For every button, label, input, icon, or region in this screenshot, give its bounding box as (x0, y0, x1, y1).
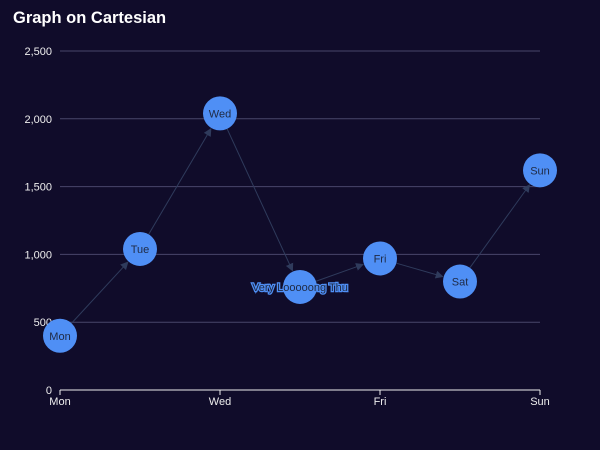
graph-edge (148, 128, 212, 235)
graph-edge (315, 263, 364, 282)
edge-layer (71, 128, 531, 324)
node-layer: Mon Tue Wed Very Looooong Thu Fri Sat Sun (43, 96, 557, 353)
graph-node[interactable] (363, 241, 397, 276)
grid-layer (60, 50, 540, 323)
graph-node[interactable] (123, 231, 157, 266)
graph-node-label: Sun (530, 165, 550, 177)
graph-node-label: Tue (131, 244, 150, 256)
graph-node[interactable] (443, 264, 477, 299)
graph-edge (396, 262, 444, 279)
graph-node-label: Fri (374, 253, 387, 265)
graph-edge (71, 261, 129, 324)
y-tick-label: 1,500 (24, 182, 52, 194)
y-tick-label: 2,500 (24, 46, 52, 58)
graph-node-label: Mon (49, 331, 70, 343)
x-tick-label: Wed (209, 396, 231, 408)
x-tick-label: Mon (49, 396, 70, 408)
y-tick-label: 1,000 (24, 249, 52, 261)
graph-node-label: Sat (452, 277, 469, 289)
graph-node[interactable] (43, 318, 77, 353)
y-tick-label: 2,000 (24, 114, 52, 126)
graph-node[interactable] (283, 269, 317, 304)
graph-node[interactable] (523, 153, 557, 188)
graph-node-label: Very Looooong Thu (252, 282, 348, 294)
graph-edge (226, 128, 294, 272)
y-tick-label: 0 (46, 385, 52, 397)
x-tick-label: Sun (530, 396, 550, 408)
x-tick-label: Fri (374, 396, 387, 408)
graph-node-label: Wed (209, 108, 231, 120)
graph-edge (469, 184, 531, 269)
graph-node[interactable] (203, 96, 237, 131)
chart-title: Graph on Cartesian (13, 9, 167, 27)
